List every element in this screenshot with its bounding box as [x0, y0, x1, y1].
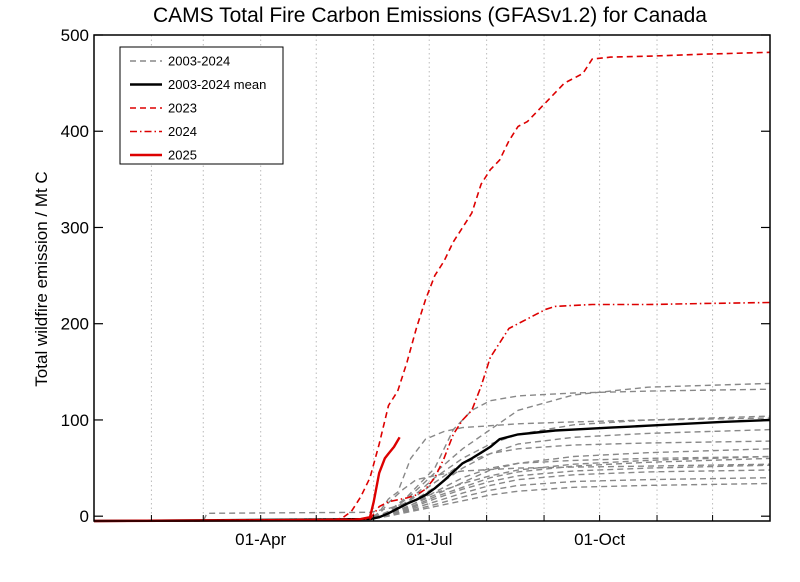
y-tick-label: 300: [61, 218, 89, 237]
series-line-2003-2024: [93, 482, 771, 522]
x-tick-label: 01-Jul: [406, 530, 452, 549]
legend-label: 2024: [168, 124, 197, 139]
series-line-2003-2024: [94, 455, 771, 522]
series-line-2003-2024: [93, 428, 771, 522]
series-line-2003-2024: [93, 415, 771, 522]
series-line-2003-2024: [93, 388, 771, 522]
x-tick-label: 01-Oct: [574, 530, 625, 549]
legend-label: 2025: [168, 148, 197, 163]
legend-label: 2003-2024 mean: [168, 77, 266, 92]
series-line-2024: [93, 301, 771, 522]
series-line-2003-2024: [93, 464, 771, 522]
series-line-2003-2024: [93, 382, 771, 522]
legend: 2003-2024 2003-2024 mean 2023 2024 2025: [119, 46, 284, 165]
series-line-2003-2024: [93, 463, 771, 522]
chart-title: CAMS Total Fire Carbon Emissions (GFASv1…: [153, 4, 707, 27]
series-line-2003-2024: [93, 417, 771, 522]
y-tick-label: 0: [80, 507, 89, 526]
series-line-2003-2024: [93, 477, 771, 522]
series-line-2003-2024: [93, 448, 771, 522]
y-tick-label: 200: [61, 315, 89, 334]
axes: 0 100 200 300 400 500 01-Apr 01-Jul 01-Oct: [61, 26, 770, 549]
y-tick-label: 100: [61, 411, 89, 430]
y-tick-label: 500: [61, 26, 89, 45]
legend-label: 2023: [168, 101, 197, 116]
legend-label: 2003-2024: [168, 54, 230, 69]
x-tick-label: 01-Apr: [235, 530, 286, 549]
series-line-2003-2024-mean: [93, 418, 771, 523]
y-tick-label: 400: [61, 122, 89, 141]
series-lines: [93, 51, 771, 523]
series-line-2003-2024: [93, 455, 771, 522]
series-line-2023: [93, 51, 771, 522]
y-axis-label: Total wildfire emission / Mt C: [32, 171, 51, 386]
legend-box: [119, 46, 284, 165]
series-line-2003-2024: [93, 457, 771, 522]
series-line-2025: [93, 436, 401, 523]
series-line-2003-2024: [93, 469, 771, 522]
plot-frame: [93, 34, 771, 522]
